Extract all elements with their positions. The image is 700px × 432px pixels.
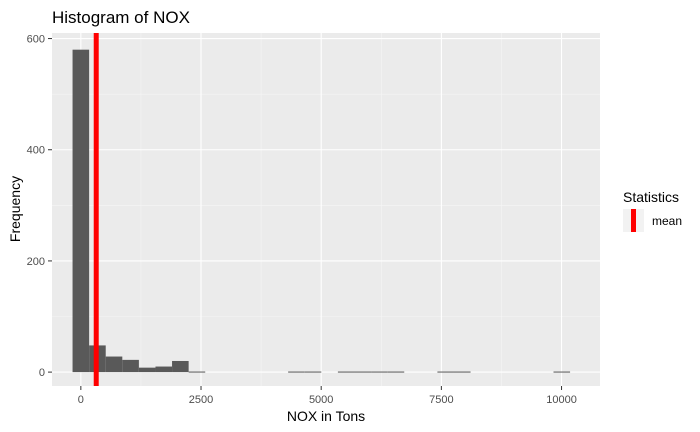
histogram-bar (437, 371, 454, 373)
y-tick-label: 0 (39, 367, 45, 379)
chart-title: Histogram of NOX (52, 8, 190, 27)
y-axis: 0 200 400 600 (27, 34, 52, 379)
x-tick-label: 7500 (429, 394, 453, 406)
histogram-bar (122, 359, 139, 373)
histogram-bar (371, 371, 388, 373)
histogram-bar (553, 371, 571, 373)
y-tick-label: 200 (27, 256, 45, 268)
histogram-bar (155, 366, 173, 373)
histogram-bars (72, 49, 571, 373)
plot-panel (52, 33, 600, 386)
histogram-bar (453, 371, 471, 373)
histogram-bar (387, 371, 405, 373)
x-tick-label: 5000 (309, 394, 333, 406)
major-gridlines (52, 33, 600, 386)
histogram-bar (288, 371, 305, 373)
x-tick-label: 0 (78, 394, 84, 406)
y-axis-title: Frequency (7, 176, 23, 242)
histogram-bar (354, 371, 372, 373)
minor-gridlines (52, 33, 600, 386)
legend-mean-label: mean (652, 214, 682, 228)
histogram-bar (337, 371, 355, 373)
y-tick-label: 600 (27, 34, 45, 46)
legend-title: Statistics (623, 189, 679, 205)
histogram-bar (172, 360, 189, 373)
histogram-bar (304, 371, 322, 373)
x-tick-label: 10000 (546, 394, 577, 406)
legend: Statistics mean (623, 189, 682, 232)
legend-mean-swatch (631, 209, 636, 232)
histogram-bar (105, 356, 123, 373)
histogram-bar (72, 49, 90, 373)
x-axis: 0 2500 5000 7500 10000 (78, 386, 577, 406)
x-axis-title: NOX in Tons (287, 408, 365, 424)
histogram-bar (188, 371, 206, 373)
y-tick-label: 400 (27, 145, 45, 157)
x-tick-label: 2500 (189, 394, 213, 406)
histogram-bar (138, 367, 156, 373)
